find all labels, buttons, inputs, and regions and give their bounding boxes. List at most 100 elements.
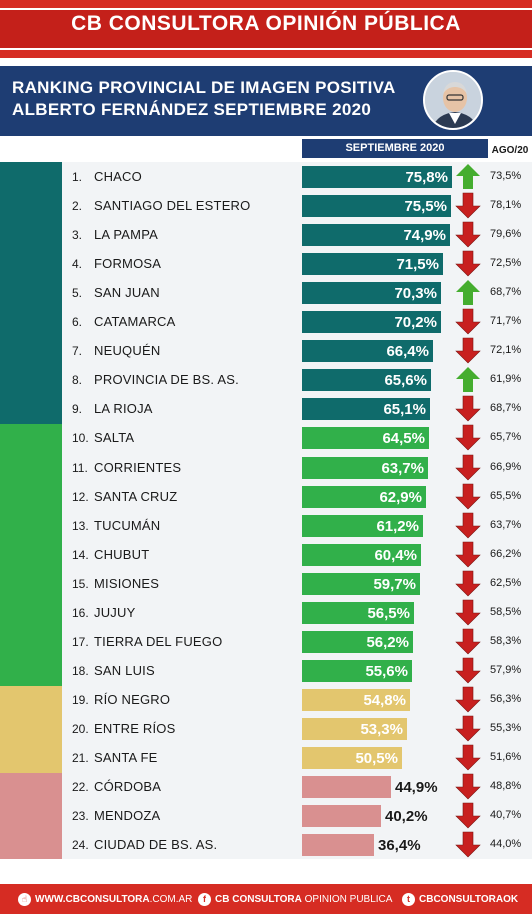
- bar-september: [302, 514, 423, 537]
- group-bar-teal: [0, 162, 62, 424]
- arrow-down-icon: [455, 599, 481, 626]
- bar-value-label: 61,2%: [376, 517, 419, 535]
- bar-september: [302, 688, 410, 711]
- row-province-name: MENDOZA: [94, 808, 161, 824]
- table-row: 1. CHACO 75,8% 73,5%: [62, 162, 532, 191]
- column-header-previous: AGO/20: [491, 145, 529, 156]
- arrow-down-icon: [455, 250, 481, 277]
- footer: ☝ WWW.CBCONSULTORA.COM.AR f CB CONSULTORA …: [0, 884, 532, 914]
- bar-september: [302, 456, 428, 479]
- row-province-name: CATAMARCA: [94, 314, 176, 330]
- row-province-name: CORRIENTES: [94, 459, 182, 475]
- footer-facebook-rest: OPINION PUBLICA: [301, 894, 393, 906]
- bar-september: [302, 369, 431, 392]
- bar-value-label: 56,5%: [367, 604, 410, 622]
- row-province-name: CÓRDOBA: [94, 779, 162, 795]
- table-row: 14. CHUBUT 60,4% 66,2%: [62, 540, 532, 569]
- row-previous-value: 57,9%: [490, 663, 522, 676]
- row-previous-value: 65,7%: [490, 431, 522, 444]
- table-row: 22. CÓRDOBA 44,9% 48,8%: [62, 772, 532, 801]
- table-row: 7. NEUQUÉN 66,4% 72,1%: [62, 336, 532, 365]
- table-row: 6. CATAMARCA 70,2% 71,7%: [62, 307, 532, 336]
- bar-value-label: 55,6%: [365, 662, 408, 680]
- arrow-down-icon: [455, 831, 481, 858]
- footer-facebook-bold: CB CONSULTORA: [215, 894, 302, 906]
- table-row: 24. CIUDAD DE BS. AS. 36,4% 44,0%: [62, 830, 532, 859]
- row-previous-value: 68,7%: [490, 286, 522, 299]
- arrow-down-icon: [455, 454, 481, 480]
- bar-area: 36,4%: [302, 834, 452, 857]
- footer-website[interactable]: ☝ WWW.CBCONSULTORA.COM.AR: [18, 893, 192, 906]
- arrow-up-icon: [456, 164, 480, 189]
- row-rank: 18.: [72, 663, 89, 678]
- bar-september: [302, 572, 420, 595]
- header-stripe: [0, 8, 532, 50]
- bar-september: [302, 311, 441, 334]
- bar-area: 56,2%: [302, 630, 452, 653]
- row-previous-value: 72,1%: [490, 344, 522, 357]
- bar-september: [302, 805, 381, 828]
- row-rank: 17.: [72, 634, 89, 649]
- bar-value-label: 40,2%: [385, 808, 428, 826]
- portrait-avatar: [423, 70, 483, 130]
- table-row: 18. SAN LUIS 55,6% 57,9%: [62, 656, 532, 685]
- bar-september: [302, 253, 443, 276]
- bar-value-label: 70,3%: [394, 285, 437, 303]
- table-row: 4. FORMOSA 71,5% 72,5%: [62, 249, 532, 278]
- bar-value-label: 71,5%: [396, 256, 439, 274]
- row-rank: 20.: [72, 721, 89, 736]
- group-bar-pink: [0, 773, 62, 859]
- row-previous-value: 55,3%: [490, 721, 522, 734]
- bar-value-label: 75,5%: [404, 198, 447, 216]
- bar-area: 40,2%: [302, 805, 452, 828]
- row-previous-value: 79,6%: [490, 228, 522, 241]
- bar-value-label: 56,2%: [366, 633, 409, 651]
- row-previous-value: 56,3%: [490, 692, 522, 705]
- bar-september: [302, 340, 433, 363]
- row-previous-value: 51,6%: [490, 751, 522, 763]
- row-previous-value: 44,0%: [490, 838, 522, 851]
- table-row: 15. MISIONES 59,7% 62,5%: [62, 569, 532, 598]
- row-previous-value: 78,1%: [490, 199, 522, 212]
- arrow-down-icon: [455, 773, 481, 800]
- arrow-down-icon: [455, 802, 481, 829]
- bar-value-label: 53,3%: [360, 720, 403, 738]
- footer-twitter[interactable]: t CBCONSULTORAOK: [402, 893, 518, 906]
- bar-value-label: 65,6%: [384, 372, 427, 390]
- bar-value-label: 54,8%: [363, 691, 406, 709]
- bar-value-label: 36,4%: [378, 837, 421, 855]
- header-band: CB CONSULTORA OPINIÓN PÚBLICA: [0, 0, 532, 58]
- bar-september: [302, 659, 412, 682]
- row-rank: 1.: [72, 170, 83, 184]
- bar-september: [302, 485, 426, 508]
- bar-september: [302, 166, 452, 188]
- row-rank: 22.: [72, 780, 89, 795]
- bar-area: 59,7%: [302, 572, 452, 595]
- row-province-name: SAN LUIS: [94, 662, 155, 678]
- bar-september: [302, 834, 374, 857]
- table-row: 2. SANTIAGO DEL ESTERO 75,5% 78,1%: [62, 191, 532, 220]
- row-province-name: ENTRE RÍOS: [94, 720, 176, 736]
- bar-area: 75,8%: [302, 166, 452, 188]
- row-province-name: TUCUMÁN: [94, 517, 161, 533]
- bar-area: 44,9%: [302, 776, 452, 799]
- bar-area: 55,6%: [302, 659, 452, 682]
- row-rank: 12.: [72, 489, 89, 504]
- row-rank: 9.: [72, 402, 83, 417]
- bar-area: 71,5%: [302, 253, 452, 276]
- row-previous-value: 71,7%: [490, 315, 522, 328]
- table-row: 16. JUJUY 56,5% 58,5%: [62, 598, 532, 627]
- row-province-name: SANTIAGO DEL ESTERO: [94, 198, 251, 214]
- bar-value-label: 70,2%: [394, 314, 437, 332]
- bar-september: [302, 776, 391, 799]
- bar-area: 60,4%: [302, 543, 452, 566]
- portrait-icon: [425, 72, 481, 128]
- footer-facebook[interactable]: f CB CONSULTORA OPINION PUBLICA: [198, 893, 392, 906]
- row-province-name: NEUQUÉN: [94, 343, 161, 359]
- row-province-name: CHACO: [94, 169, 142, 184]
- bar-area: 62,9%: [302, 485, 452, 508]
- table-row: 5. SAN JUAN 70,3% 68,7%: [62, 278, 532, 307]
- row-previous-value: 40,7%: [490, 809, 522, 822]
- table-row: 10. SALTA 64,5% 65,7%: [62, 423, 532, 452]
- table-row: 3. LA PAMPA 74,9% 79,6%: [62, 220, 532, 249]
